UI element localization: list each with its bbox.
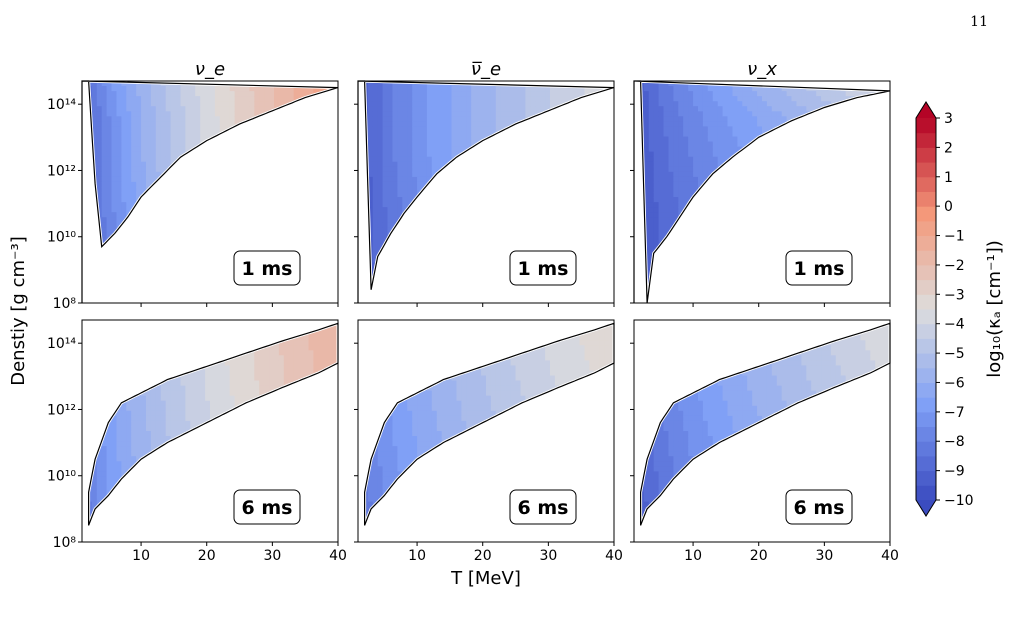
colorbar-extend-top — [916, 102, 936, 118]
time-label: 1 ms — [518, 258, 569, 280]
colorbar-tick-label: −10 — [944, 493, 974, 509]
y-tick-label: 10¹⁰ — [47, 230, 76, 246]
colorbar-tick-label: 3 — [944, 111, 953, 127]
colorbar-tick-label: 1 — [944, 170, 953, 186]
x-tick-label: 40 — [329, 548, 347, 564]
y-tick-label: 10¹⁴ — [47, 336, 76, 352]
colorbar-band — [916, 235, 936, 251]
axes-frame — [633, 80, 891, 304]
y-tick-label: 10¹² — [47, 163, 76, 179]
time-label: 6 ms — [794, 497, 845, 519]
colorbar-tick-label: −4 — [944, 317, 965, 333]
colorbar-band — [916, 411, 936, 427]
colorbar-band — [916, 250, 936, 266]
time-label: 6 ms — [242, 497, 293, 519]
colorbar-band — [916, 309, 936, 325]
colorbar-band — [916, 162, 936, 178]
subplot-2-1: 10 20 30 40 10⁸ 10¹⁰ 10¹² 10¹⁴ 6 ms — [47, 319, 347, 564]
time-box — [233, 489, 301, 525]
colorbar-band — [916, 206, 936, 222]
colorbar-tick-label: 0 — [944, 199, 953, 215]
subplot-2-3: 10 20 30 40 6 ms — [630, 319, 899, 564]
colorbar-tick-label: −8 — [944, 434, 965, 450]
colorbar-band — [916, 485, 936, 501]
time-box — [785, 250, 853, 286]
panel-title: ν_x — [747, 59, 777, 80]
y-tick-label: 10⁸ — [53, 296, 77, 312]
x-tick-label: 20 — [198, 548, 216, 564]
x-tick-label: 30 — [263, 548, 281, 564]
y-axis-label: Denstiy [g cm⁻³] — [8, 236, 29, 386]
y-tick-label: 10¹⁴ — [47, 97, 76, 113]
x-tick-label: 10 — [684, 548, 702, 564]
panel-title: ν̅_e — [471, 59, 501, 80]
x-axis-label: T [MeV] — [450, 568, 521, 589]
y-tick-label: 10¹⁰ — [47, 469, 76, 485]
axes-frame — [633, 319, 891, 543]
axes-frame — [357, 319, 615, 543]
colorbar-band — [916, 191, 936, 207]
colorbar-tick-label: −6 — [944, 375, 965, 391]
colorbar-band — [916, 294, 936, 310]
time-label: 1 ms — [794, 258, 845, 280]
time-box — [509, 250, 577, 286]
x-tick-label: 10 — [408, 548, 426, 564]
colorbar-extend-bottom — [916, 500, 936, 516]
colorbar-tick-label: −1 — [944, 229, 965, 245]
axes-frame — [81, 319, 339, 543]
colorbar-tick-label: −2 — [944, 258, 965, 274]
x-tick-label: 20 — [750, 548, 768, 564]
colorbar-band — [916, 323, 936, 339]
y-tick-label: 10¹² — [47, 402, 76, 418]
colorbar-band — [916, 353, 936, 369]
colorbar-label: log₁₀(κₐ [cm⁻¹]) — [984, 240, 1005, 378]
colorbar-band — [916, 397, 936, 413]
colorbar-tick-label: −5 — [944, 346, 965, 362]
region-outline — [633, 80, 891, 304]
colorbar-band — [916, 455, 936, 472]
colorbar-band — [916, 147, 936, 163]
panel-title: ν_e — [195, 59, 225, 80]
colorbar-band — [916, 279, 936, 295]
time-box — [233, 250, 301, 286]
colorbar-band — [916, 264, 936, 281]
colorbar-band — [916, 132, 936, 148]
colorbar-band — [916, 220, 936, 236]
y-tick-label: 10⁸ — [53, 535, 77, 551]
subplot-1-2: 1 ms ν̅_e — [354, 59, 615, 307]
colorbar-band — [916, 176, 936, 192]
page-number: 11 — [970, 14, 988, 30]
x-tick-label: 30 — [815, 548, 833, 564]
colorbar-tick-label: 2 — [944, 140, 953, 156]
axes-frame — [357, 80, 615, 304]
x-tick-label: 40 — [605, 548, 623, 564]
subplot-2-2: 10 20 30 40 6 ms T [MeV] — [354, 319, 623, 589]
colorbar-band — [916, 470, 936, 486]
subplot-1-3: 1 ms ν_x — [630, 59, 891, 307]
colorbar-band — [916, 338, 936, 354]
axes-frame — [81, 80, 339, 304]
colorbar-tick-label: −3 — [944, 287, 965, 303]
region-outline — [357, 80, 615, 303]
colorbar-band — [916, 118, 936, 134]
colorbar-band — [916, 441, 936, 457]
colorbar-tick-label: −9 — [944, 464, 965, 480]
x-tick-label: 10 — [132, 548, 150, 564]
time-label: 6 ms — [518, 497, 569, 519]
time-box — [785, 489, 853, 525]
colorbar-band — [916, 367, 936, 383]
colorbar-band — [916, 426, 936, 442]
region-outline — [81, 80, 339, 303]
x-tick-label: 40 — [881, 548, 899, 564]
colorbar-tick-label: −7 — [944, 405, 965, 421]
x-tick-label: 20 — [474, 548, 492, 564]
colorbar-band — [916, 382, 936, 398]
time-box — [509, 489, 577, 525]
time-label: 1 ms — [242, 258, 293, 280]
colorbar: 3 2 1 0 −1 −2 −3 −4 −5 −6 −7 −8 −9 −10 log₁₀(κₐ [cm⁻¹]… — [915, 101, 1005, 517]
x-tick-label: 30 — [539, 548, 557, 564]
